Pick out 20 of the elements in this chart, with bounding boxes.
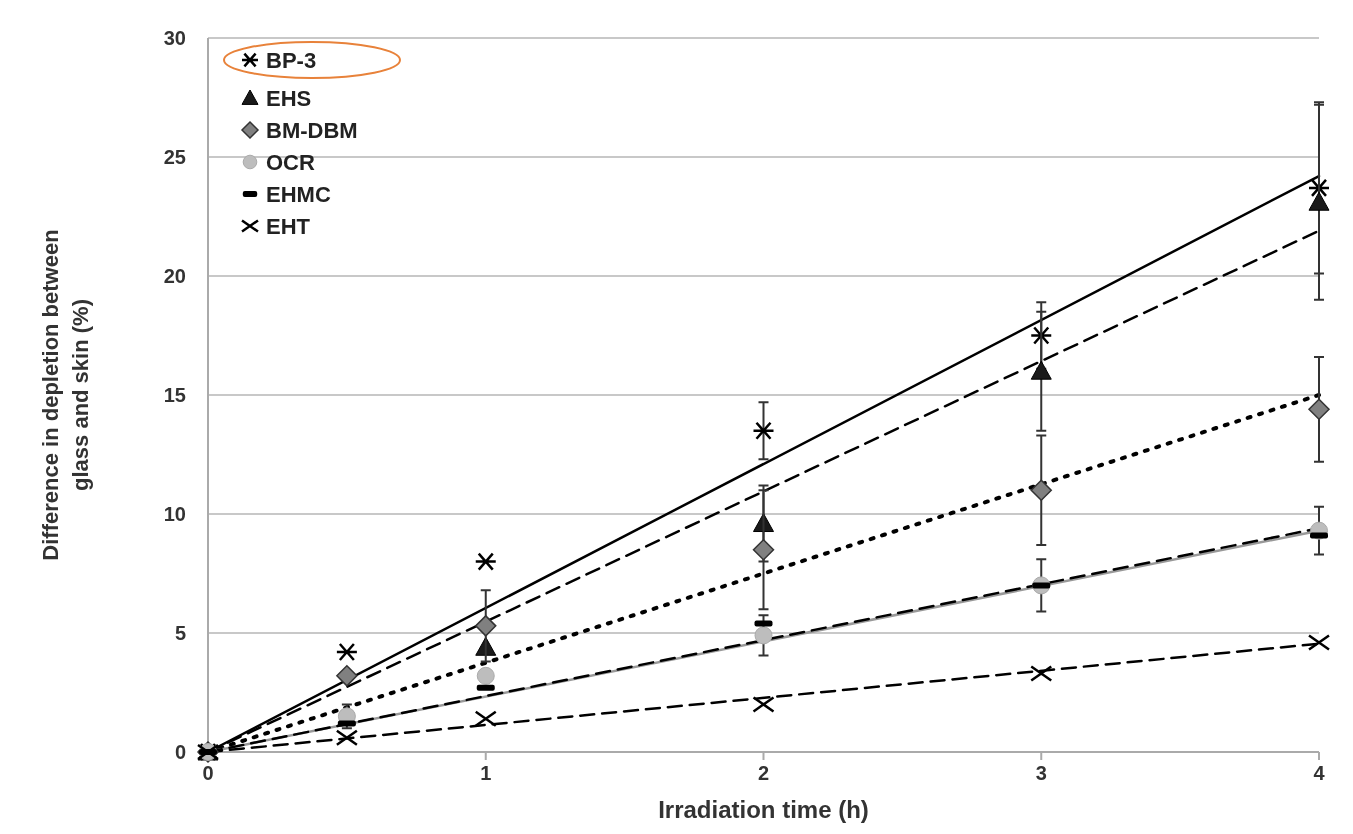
x-tick-label: 2 [757, 762, 770, 784]
y-tick-label: 0 [174, 741, 186, 763]
legend-label: EHT [266, 214, 311, 239]
x-tick-label: 4 [1313, 762, 1326, 784]
legend-label: BM-DBM [266, 118, 358, 143]
y-tick-label: 20 [163, 265, 186, 287]
x-tick-label: 0 [202, 762, 214, 784]
y-tick-label: 5 [174, 622, 186, 644]
legend-label: EHMC [266, 182, 331, 207]
y-tick-label: 15 [163, 384, 186, 406]
legend-label: BP-3 [266, 48, 317, 73]
y-axis-title: Difference in depletion between glass and skin (%) [38, 229, 93, 561]
x-tick-label: 1 [480, 762, 492, 784]
legend-label: EHS [266, 86, 312, 111]
y-tick-label: 30 [163, 27, 186, 49]
x-tick-label: 3 [1035, 762, 1047, 784]
y-tick-label: 10 [163, 503, 186, 525]
x-axis-title: Irradiation time (h) [658, 796, 869, 823]
legend-label: OCR [266, 150, 315, 175]
y-tick-label: 25 [163, 146, 186, 168]
